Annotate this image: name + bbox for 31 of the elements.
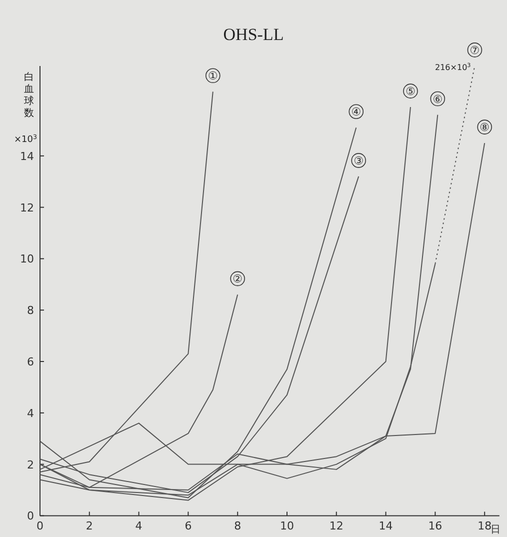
series-label: ⑧ bbox=[480, 121, 490, 134]
x-tick-label: 0 bbox=[36, 520, 44, 533]
x-tick-label: 18 bbox=[478, 520, 492, 533]
x-tick-label: 4 bbox=[135, 520, 142, 533]
text: ×10$^{3}$ bbox=[14, 133, 37, 145]
y-tick-label: 12 bbox=[20, 201, 34, 214]
annotation: 216×10$^{3}$ bbox=[435, 62, 472, 72]
y-tick-label: 14 bbox=[20, 150, 34, 163]
series-label: ④ bbox=[351, 106, 362, 119]
y-tick-label: 6 bbox=[27, 356, 34, 368]
y-tick-label: 0 bbox=[27, 510, 34, 523]
y-axis-title: 白血球数 bbox=[24, 70, 34, 119]
y-tick-label: 10 bbox=[20, 252, 34, 266]
x-tick-label: 12 bbox=[329, 520, 344, 533]
x-axis-title: 日 bbox=[490, 524, 501, 536]
x-tick-label: 2 bbox=[86, 520, 93, 533]
series-label: ⑥ bbox=[432, 92, 443, 106]
y-tick-label: 4 bbox=[27, 406, 34, 420]
y-tick-label: 8 bbox=[27, 304, 34, 318]
chart-title: OHS-LL bbox=[223, 25, 284, 44]
series-label: ⑦ bbox=[470, 44, 480, 57]
x-tick-label: 6 bbox=[184, 520, 192, 533]
x-tick-label: 14 bbox=[378, 520, 393, 533]
x-tick-label: 10 bbox=[280, 520, 294, 533]
series-label: ③ bbox=[354, 154, 364, 168]
y-tick-label: 2 bbox=[27, 458, 34, 472]
series-label: ② bbox=[232, 272, 243, 286]
series-label: ① bbox=[208, 70, 218, 83]
x-tick-label: 16 bbox=[428, 520, 442, 533]
x-tick-label: 8 bbox=[234, 520, 242, 533]
series-label: ⑤ bbox=[406, 85, 416, 98]
